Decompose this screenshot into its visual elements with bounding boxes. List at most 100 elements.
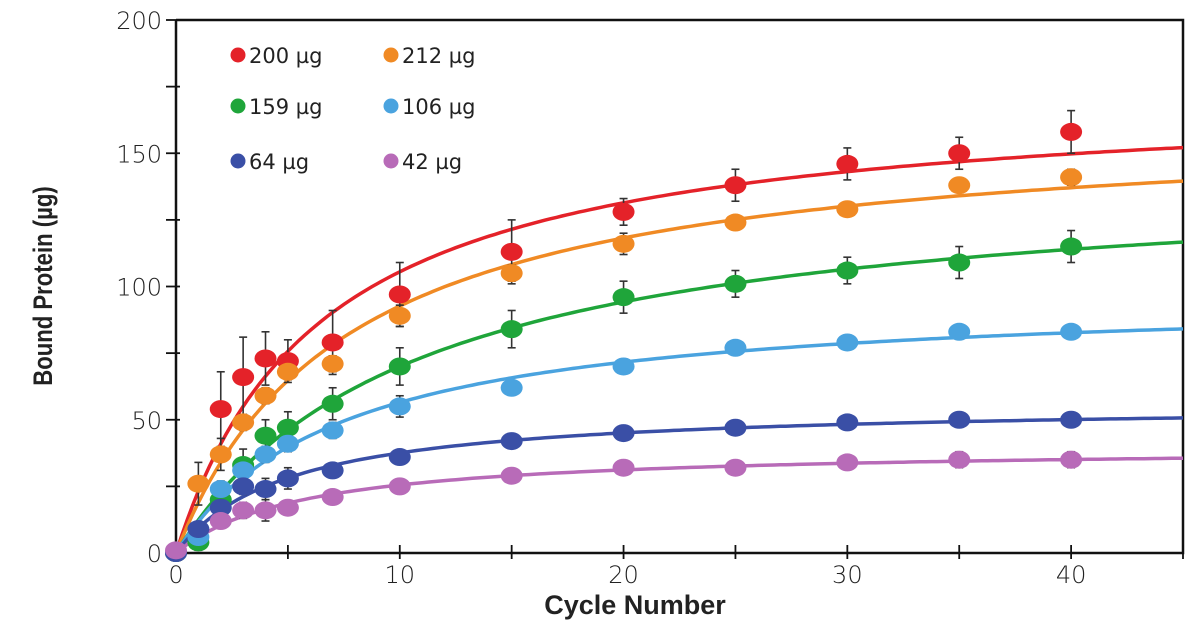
data-point: [388, 357, 411, 376]
data-point: [232, 461, 255, 480]
data-point: [612, 202, 635, 221]
fit-curve-212g: [174, 179, 1184, 554]
legend-label: 159 µg: [249, 95, 322, 119]
data-point: [500, 242, 523, 261]
y-tick-label: 50: [131, 407, 162, 435]
fit-curve-64g: [174, 416, 1184, 555]
data-point: [1060, 122, 1083, 141]
data-point: [388, 306, 411, 325]
data-point: [232, 477, 255, 496]
data-point: [388, 477, 411, 496]
data-point: [1060, 410, 1083, 429]
data-point: [948, 450, 971, 469]
data-point: [948, 144, 971, 163]
data-point: [254, 349, 277, 368]
x-tick-label: 0: [168, 561, 183, 589]
data-point: [254, 426, 277, 445]
legend-label: 64 µg: [249, 150, 309, 174]
data-point: [209, 445, 232, 464]
data-point: [209, 480, 232, 499]
fit-curve-106g: [174, 327, 1184, 554]
fit-curve-42g: [174, 456, 1184, 555]
legend-marker: [383, 98, 399, 114]
data-point: [948, 176, 971, 195]
x-tick-label: 30: [832, 561, 863, 589]
data-point: [388, 448, 411, 467]
data-point: [232, 413, 255, 432]
data-point: [321, 461, 344, 480]
data-point: [232, 501, 255, 520]
fit-curve-159g: [174, 240, 1184, 554]
data-point: [724, 418, 747, 437]
data-point: [724, 213, 747, 232]
fit-curve-200g: [174, 145, 1184, 554]
data-point: [276, 418, 299, 437]
data-points: [165, 122, 1083, 562]
legend-label: 200 µg: [249, 44, 322, 68]
data-point: [500, 378, 523, 397]
data-point: [276, 362, 299, 381]
data-point: [187, 520, 210, 539]
data-point: [836, 453, 859, 472]
data-point: [948, 410, 971, 429]
data-point: [232, 368, 255, 387]
data-point: [1060, 322, 1083, 341]
data-point: [254, 445, 277, 464]
data-point: [612, 357, 635, 376]
data-point: [209, 498, 232, 517]
legend-marker: [383, 47, 399, 63]
data-point: [388, 285, 411, 304]
x-tick-label: 10: [385, 561, 416, 589]
data-point: [724, 458, 747, 477]
fit-curves: [174, 145, 1184, 555]
legend: 200 µg 212 µg 159 µg 106 µg 64 µg 42 µg: [230, 44, 475, 174]
y-tick-label: 100: [116, 274, 162, 302]
legend-marker: [230, 47, 246, 63]
data-point: [836, 333, 859, 352]
legend-label: 42 µg: [402, 150, 462, 174]
data-point: [321, 394, 344, 413]
data-point: [388, 397, 411, 416]
data-point: [836, 200, 859, 219]
error-bars: [194, 109, 1076, 552]
data-point: [836, 154, 859, 173]
data-point: [724, 176, 747, 195]
data-point: [276, 469, 299, 488]
data-point: [321, 488, 344, 507]
data-point: [254, 501, 277, 520]
legend-label: 106 µg: [402, 95, 475, 119]
legend-marker: [230, 98, 246, 114]
data-point: [500, 264, 523, 283]
legend-marker: [383, 153, 399, 169]
data-point: [612, 424, 635, 443]
data-point: [948, 253, 971, 272]
data-point: [612, 288, 635, 307]
data-point: [276, 434, 299, 453]
data-point: [165, 541, 187, 560]
data-point: [276, 498, 299, 517]
data-point: [500, 432, 523, 451]
data-point: [1060, 450, 1083, 469]
data-point: [321, 421, 344, 440]
data-point: [209, 512, 232, 531]
data-point: [209, 400, 232, 419]
data-point: [321, 333, 344, 352]
data-point: [612, 234, 635, 253]
data-point: [500, 466, 523, 485]
data-point: [500, 320, 523, 339]
data-point: [187, 474, 210, 493]
y-tick-label: 200: [116, 7, 162, 35]
legend-label: 212 µg: [402, 44, 475, 68]
data-point: [1060, 168, 1083, 187]
data-point: [724, 338, 747, 357]
data-point: [321, 354, 344, 373]
data-point: [612, 458, 635, 477]
y-axis-title: Bound Protein (µg): [29, 186, 59, 386]
data-point: [254, 480, 277, 499]
data-point: [836, 261, 859, 280]
data-point: [1060, 237, 1083, 256]
data-point: [948, 322, 971, 341]
x-axis-title: Cycle Number: [544, 590, 726, 620]
data-point: [836, 413, 859, 432]
